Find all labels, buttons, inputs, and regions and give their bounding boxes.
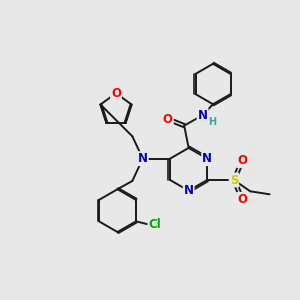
Text: N: N bbox=[202, 152, 212, 165]
Text: Cl: Cl bbox=[148, 218, 161, 231]
Text: N: N bbox=[198, 109, 208, 122]
Text: O: O bbox=[163, 112, 173, 126]
Text: O: O bbox=[111, 87, 121, 100]
Text: O: O bbox=[237, 154, 247, 167]
Text: N: N bbox=[184, 184, 194, 197]
Text: S: S bbox=[230, 173, 238, 187]
Text: H: H bbox=[208, 117, 216, 127]
Text: O: O bbox=[237, 193, 247, 206]
Text: N: N bbox=[138, 152, 148, 165]
